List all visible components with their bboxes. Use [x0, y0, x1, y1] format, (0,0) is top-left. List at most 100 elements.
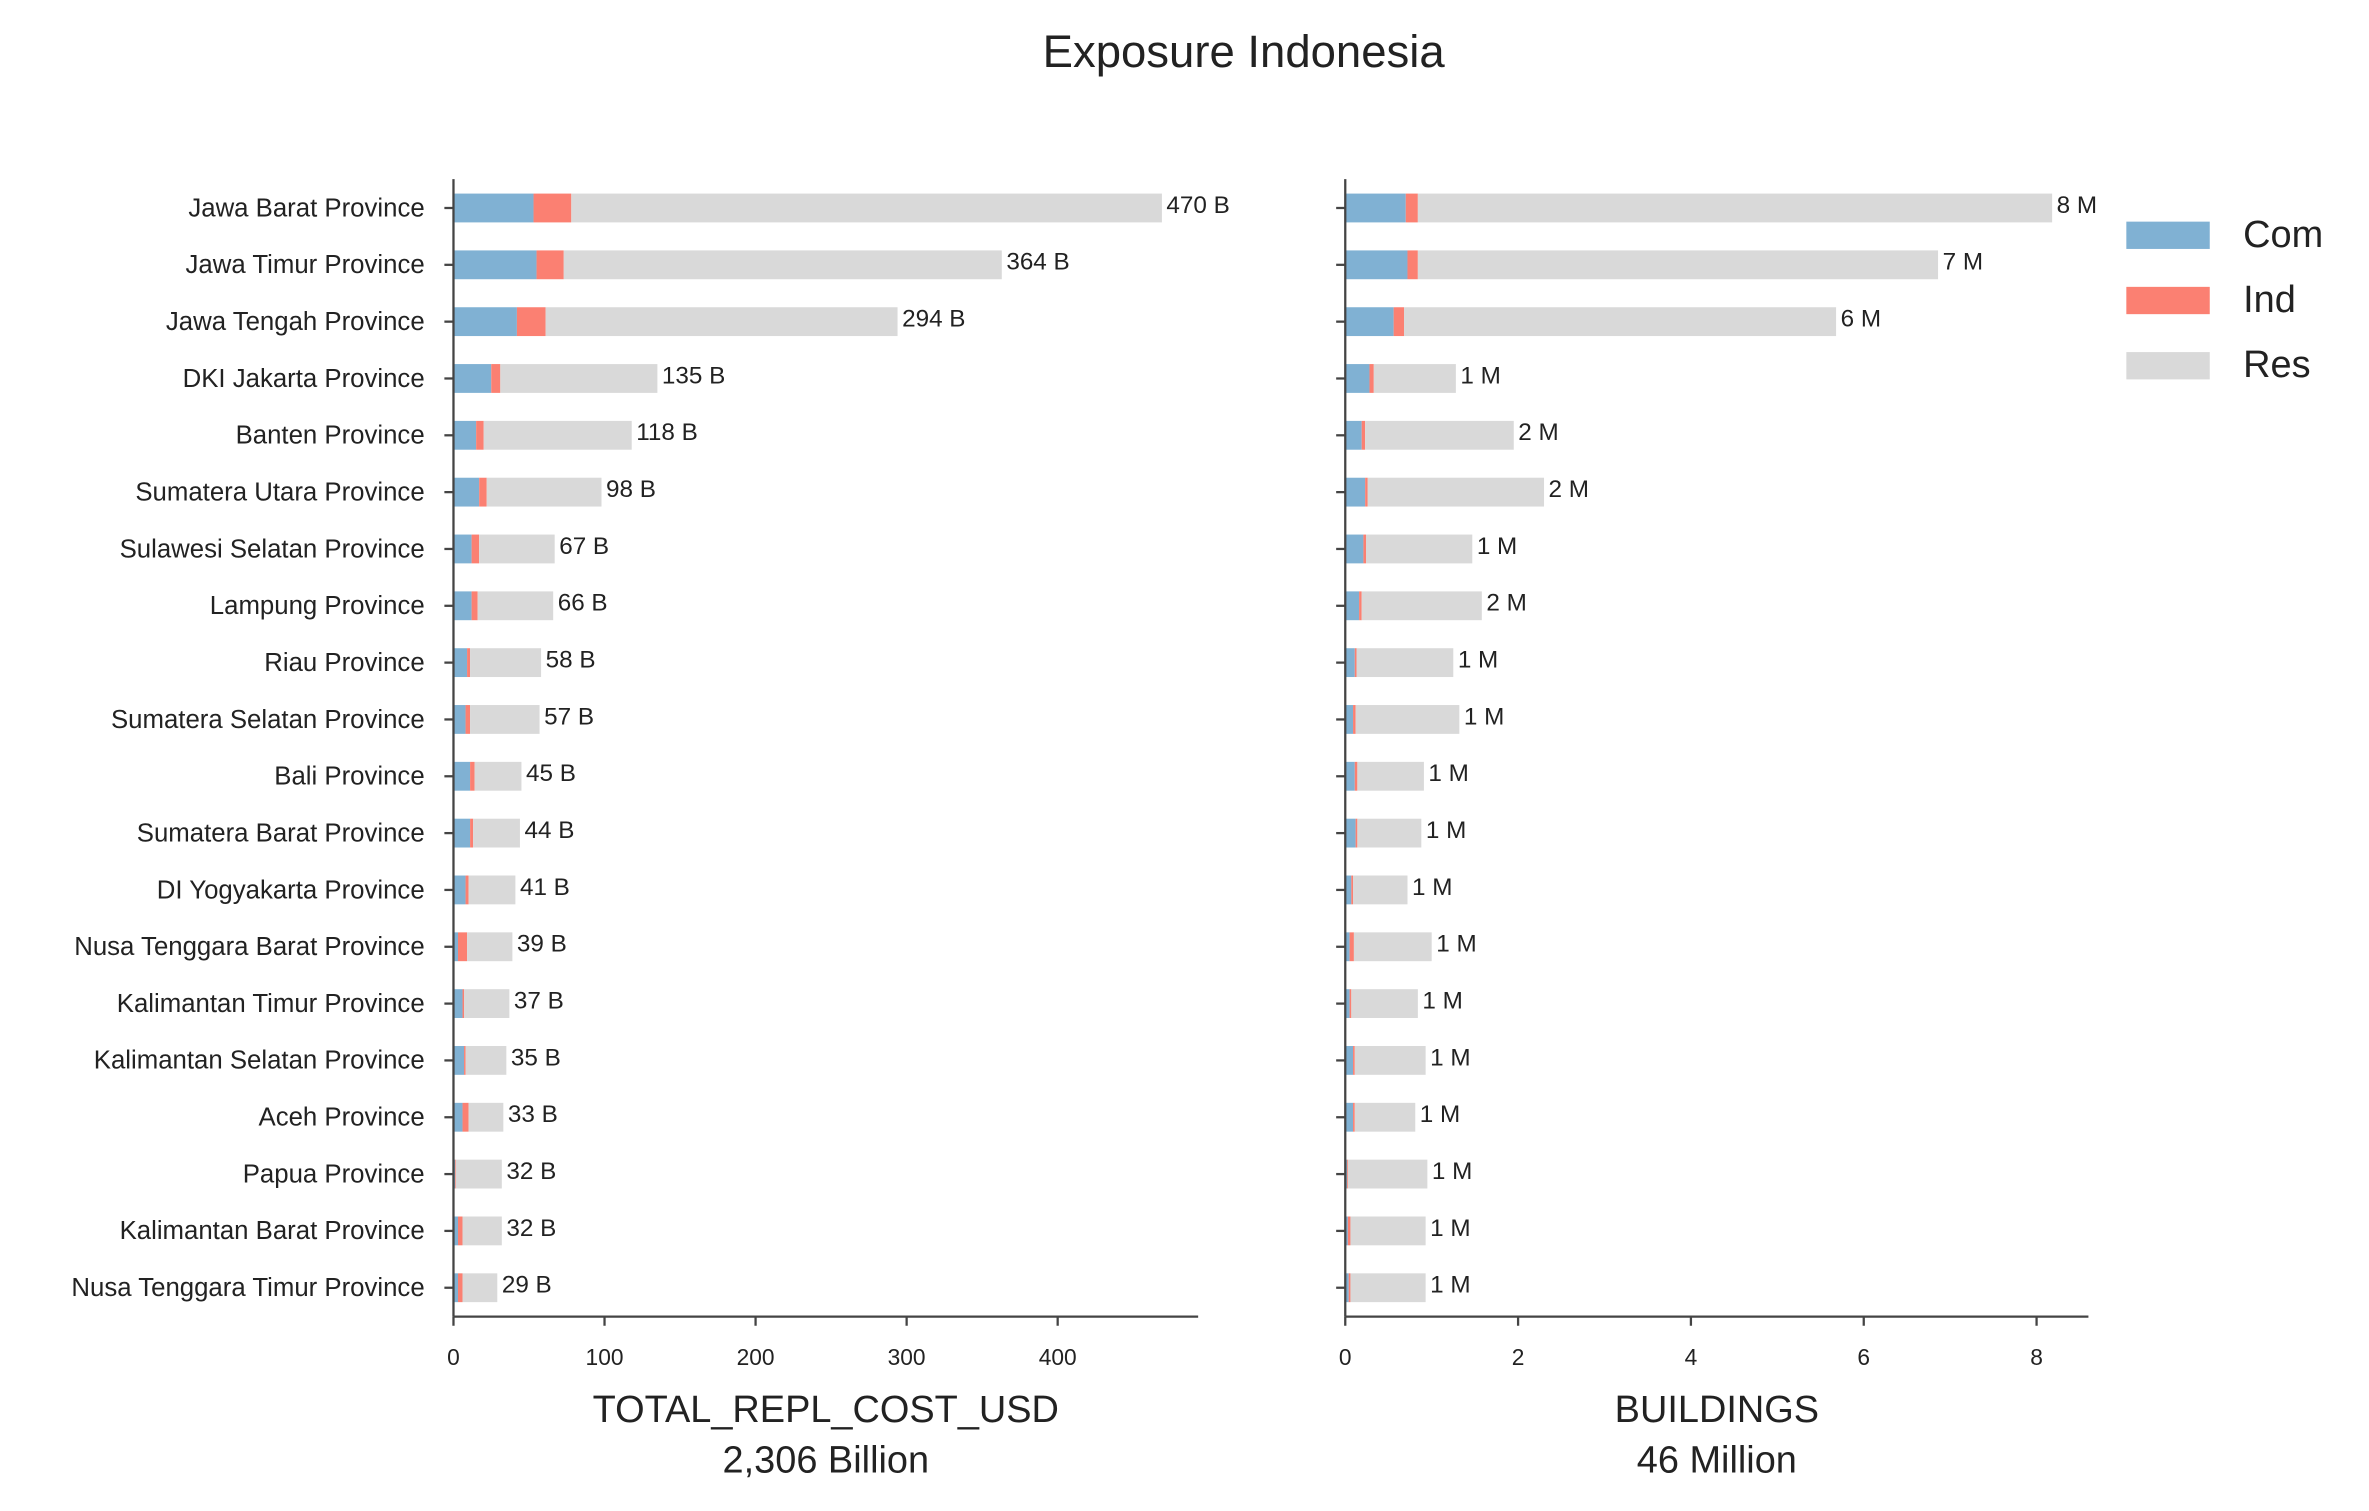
bar-segment	[453, 875, 466, 905]
total-label: 1 M	[1412, 874, 1452, 901]
bar-segment	[462, 1102, 469, 1132]
legend-swatch	[2126, 286, 2210, 315]
bar-segment	[453, 420, 477, 450]
y-tick-label: Sumatera Utara Province	[135, 478, 424, 506]
y-tick-label: Bali Province	[274, 763, 424, 791]
bar-segment	[1345, 648, 1355, 678]
bar-segment	[455, 1159, 502, 1189]
bar-segment	[465, 705, 471, 734]
total-label: 57 B	[544, 703, 594, 730]
y-tick-label: Kalimantan Selatan Province	[94, 1047, 425, 1075]
total-label: 29 B	[502, 1272, 552, 1299]
bar-segment	[467, 932, 513, 962]
bar-segment	[1359, 591, 1362, 621]
bar-segment	[1350, 1216, 1426, 1246]
bar-segment	[453, 761, 471, 791]
legend-label: Com	[2243, 214, 2323, 256]
y-tick-label: Nusa Tenggara Barat Province	[74, 933, 424, 961]
bar-segment	[1366, 534, 1473, 564]
total-label: 32 B	[506, 1215, 556, 1242]
y-tick-label: Jawa Barat Province	[188, 194, 424, 222]
bar-segment	[1367, 477, 1545, 507]
bar-segment	[1417, 250, 1939, 280]
bar-segment	[465, 875, 469, 905]
total-label: 1 M	[1428, 760, 1468, 787]
legend-swatch	[2126, 352, 2210, 380]
legend-label: Ind	[2243, 279, 2296, 321]
bar-segment	[477, 591, 554, 621]
y-tick-label: DI Yogyakarta Province	[157, 876, 425, 904]
x-tick-label: 8	[2030, 1344, 2043, 1370]
bar-segment	[1357, 761, 1424, 791]
bar-segment	[1345, 1046, 1354, 1075]
bar-segment	[1373, 364, 1456, 393]
bar-segment	[1345, 307, 1394, 337]
bar-segment	[467, 648, 471, 678]
bar-segment	[500, 364, 658, 393]
y-tick-label: Sulawesi Selatan Province	[120, 535, 425, 563]
bar-segment	[479, 477, 487, 507]
bar-segment	[453, 989, 463, 1019]
x-axis-sublabel: 46 Million	[1637, 1439, 1797, 1481]
x-tick-label: 200	[737, 1344, 775, 1370]
bar-segment	[483, 420, 632, 450]
bar-segment	[474, 761, 522, 791]
bar-segment	[458, 932, 468, 962]
total-label: 39 B	[517, 931, 567, 958]
bar-segment	[1353, 705, 1356, 734]
bar-segment	[453, 932, 459, 962]
x-axis-label: TOTAL_REPL_COST_USD	[593, 1389, 1059, 1431]
bar-segment	[571, 193, 1162, 223]
bar-segment	[1356, 648, 1454, 678]
legend-label: Res	[2243, 344, 2310, 386]
x-tick-label: 100	[586, 1344, 624, 1370]
x-tick-label: 0	[447, 1344, 460, 1370]
bar-segment	[1345, 932, 1350, 962]
bar-segment	[1361, 591, 1482, 621]
total-label: 67 B	[559, 533, 609, 560]
bar-segment	[458, 1216, 463, 1246]
total-label: 7 M	[1943, 249, 1983, 276]
y-tick-label: Lampung Province	[210, 592, 425, 620]
bar-segment	[453, 1102, 463, 1132]
bar-segment	[1345, 705, 1354, 734]
bar-segment	[1357, 818, 1422, 848]
bar-segment	[1345, 250, 1408, 280]
bar-segment	[1345, 193, 1406, 223]
bar-segment	[1407, 250, 1418, 280]
bar-segment	[453, 534, 472, 564]
bar-segment	[462, 989, 465, 1019]
bar-segment	[533, 193, 572, 223]
bar-segment	[464, 989, 510, 1019]
bar-segment	[453, 250, 537, 280]
y-tick-label: DKI Jakarta Province	[183, 365, 425, 393]
bar-segment	[1345, 1102, 1354, 1132]
bar-segment	[1350, 1273, 1426, 1303]
y-tick-label: Papua Province	[243, 1160, 425, 1188]
bar-segment	[453, 364, 492, 393]
bar-segment	[486, 477, 602, 507]
y-tick-label: Sumatera Selatan Province	[111, 706, 425, 734]
bar-segment	[1393, 307, 1405, 337]
bar-segment	[1345, 364, 1370, 393]
y-tick-label: Sumatera Barat Province	[137, 819, 425, 847]
bar-segment	[1365, 420, 1514, 450]
y-tick-label: Aceh Province	[259, 1104, 425, 1132]
total-label: 1 M	[1426, 817, 1466, 844]
total-label: 1 M	[1422, 987, 1462, 1014]
y-tick-label: Kalimantan Barat Province	[120, 1217, 425, 1245]
legend-swatch	[2126, 221, 2210, 249]
total-label: 135 B	[662, 362, 725, 389]
bar-segment	[468, 875, 516, 905]
x-axis-sublabel: 2,306 Billion	[723, 1439, 930, 1481]
total-label: 35 B	[511, 1044, 561, 1071]
bar-segment	[453, 477, 480, 507]
bar-segment	[1361, 420, 1366, 450]
bar-segment	[1345, 477, 1366, 507]
y-tick-label: Nusa Tenggara Timur Province	[71, 1274, 424, 1302]
bar-segment	[1355, 705, 1460, 734]
bar-segment	[1353, 875, 1408, 905]
bar-segment	[458, 1273, 463, 1303]
total-label: 66 B	[558, 590, 608, 617]
total-label: 1 M	[1430, 1272, 1470, 1299]
